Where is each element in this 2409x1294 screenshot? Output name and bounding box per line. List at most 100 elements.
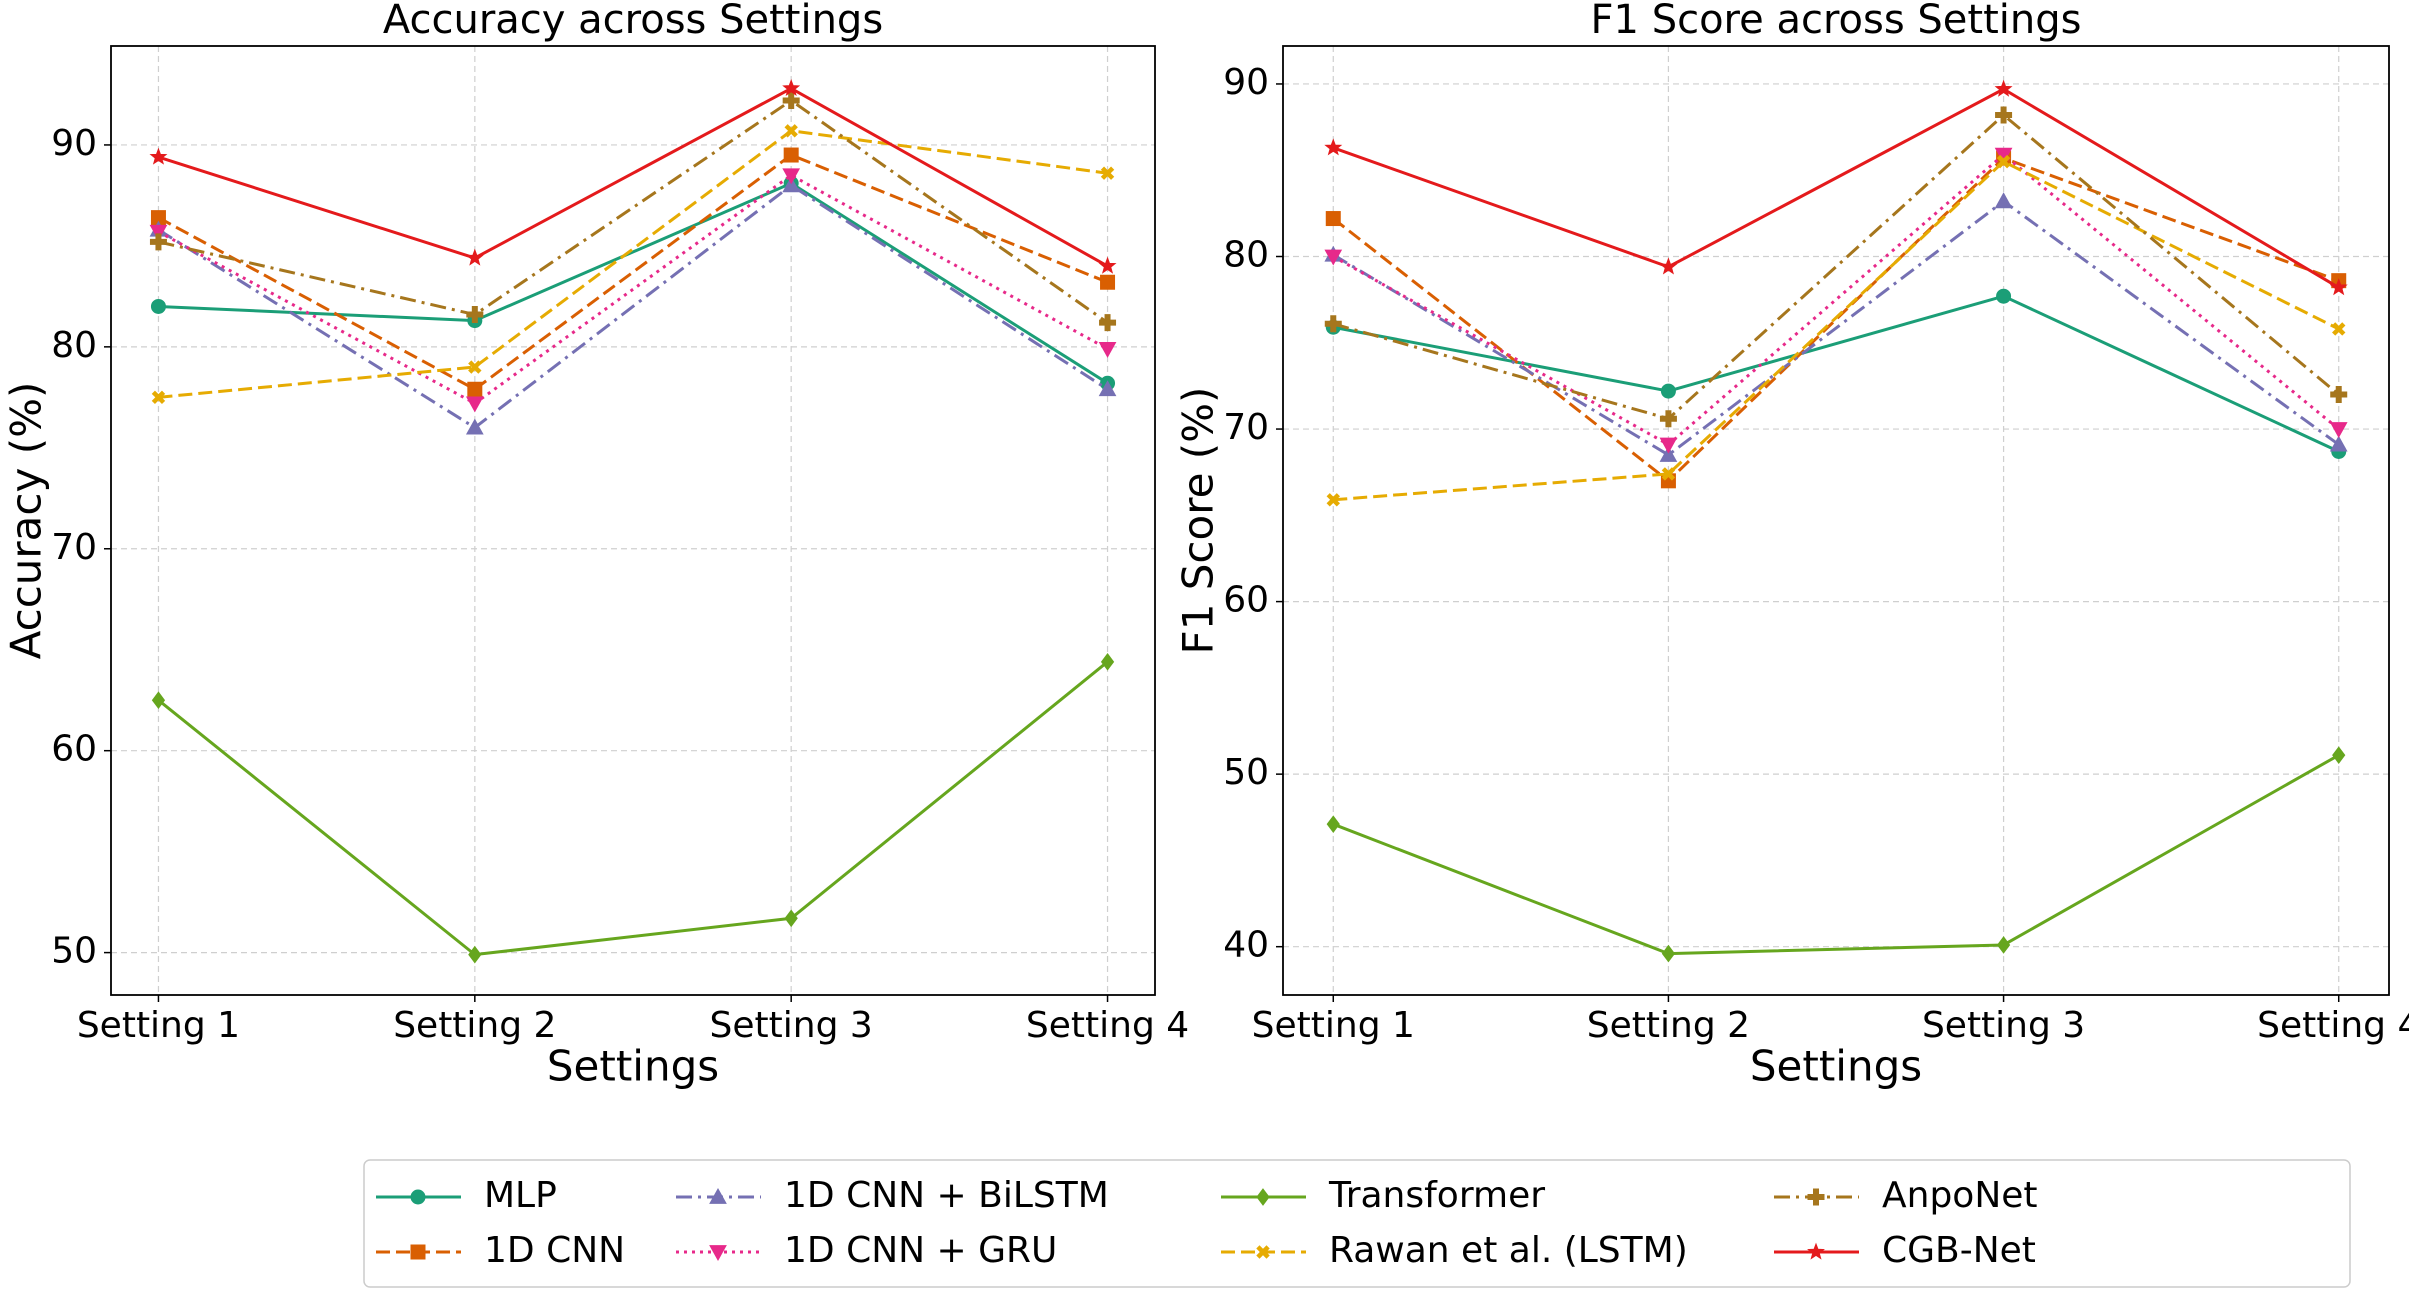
marker xyxy=(466,306,484,324)
line xyxy=(157,153,1109,392)
line xyxy=(158,98,1109,324)
series xyxy=(1332,113,2340,421)
legend-frame xyxy=(363,1159,2351,1288)
x-tick-label: Setting 2 xyxy=(1587,1005,1750,1046)
y-tick-label: 60 xyxy=(1223,580,1269,621)
series xyxy=(158,181,1109,385)
marker xyxy=(410,1244,426,1260)
marker xyxy=(1324,315,1342,333)
chart-title: F1 Score across Settings xyxy=(1591,0,2082,43)
marker xyxy=(784,909,798,928)
marker xyxy=(2330,386,2348,404)
x-tick-label: Setting 3 xyxy=(1922,1005,2085,1046)
y-tick-label: 80 xyxy=(51,325,97,366)
marker xyxy=(782,168,801,185)
axes-frame xyxy=(1282,45,2390,996)
x-axis-label: Settings xyxy=(547,1042,719,1091)
y-tick-label: 50 xyxy=(51,931,97,972)
marker xyxy=(1996,288,2012,304)
line xyxy=(1332,753,2340,956)
series xyxy=(157,660,1109,957)
axes-frame xyxy=(110,45,1156,996)
line xyxy=(1332,152,2340,447)
line xyxy=(157,173,1109,406)
marker xyxy=(1994,79,2013,97)
series xyxy=(1332,87,2340,289)
x-tick-label: Setting 3 xyxy=(710,1005,873,1046)
line xyxy=(1332,156,2340,483)
marker xyxy=(1098,341,1117,358)
legend-label: MLP xyxy=(484,1175,557,1216)
series xyxy=(1332,199,2340,457)
marker xyxy=(784,124,798,138)
y-tick-label: 60 xyxy=(51,729,97,770)
legend-label: 1D CNN xyxy=(484,1230,625,1271)
marker xyxy=(410,1189,426,1205)
series xyxy=(1332,753,2340,956)
line xyxy=(1332,113,2340,421)
y-tick-label: 70 xyxy=(1223,407,1269,448)
marker xyxy=(1099,314,1117,332)
line xyxy=(1332,87,2340,289)
marker xyxy=(151,390,166,405)
y-tick-label: 50 xyxy=(1223,752,1269,793)
marker xyxy=(150,298,166,314)
marker xyxy=(1098,380,1117,397)
marker xyxy=(1996,154,2011,169)
marker xyxy=(1660,383,1676,399)
legend-label: CGB-Net xyxy=(1882,1230,2036,1271)
y-axis-label: F1 Score (%) xyxy=(1174,387,1223,655)
marker xyxy=(2329,278,2348,296)
x-tick-label: Setting 4 xyxy=(1026,1005,1189,1046)
marker xyxy=(1324,249,1343,266)
marker xyxy=(1098,256,1117,274)
legend-label: Rawan et al. (LSTM) xyxy=(1329,1230,1688,1271)
series xyxy=(157,183,1109,430)
series xyxy=(1332,156,2340,483)
x-tick-label: Setting 4 xyxy=(2257,1005,2409,1046)
marker xyxy=(1256,1188,1270,1206)
marker xyxy=(1324,138,1343,156)
line xyxy=(157,183,1109,430)
legend-label: Transformer xyxy=(1328,1175,1545,1216)
series xyxy=(158,98,1109,324)
marker xyxy=(1995,106,2013,124)
series xyxy=(157,153,1109,392)
marker xyxy=(2332,746,2346,764)
marker xyxy=(1659,437,1678,454)
line xyxy=(157,86,1109,268)
marker xyxy=(465,396,484,413)
marker xyxy=(782,78,801,97)
marker xyxy=(1100,653,1115,671)
marker xyxy=(1996,936,2011,954)
legend-label: 1D CNN + GRU xyxy=(784,1230,1057,1271)
marker xyxy=(1659,410,1677,428)
legend-label: AnpoNet xyxy=(1882,1175,2038,1216)
x-axis-label: Settings xyxy=(1750,1042,1922,1091)
marker xyxy=(468,360,482,374)
y-tick-label: 90 xyxy=(1223,62,1269,103)
marker xyxy=(782,176,801,193)
y-tick-label: 90 xyxy=(51,123,97,164)
marker xyxy=(783,147,799,163)
marker xyxy=(149,147,168,165)
marker xyxy=(2329,422,2348,439)
line xyxy=(1332,294,2340,453)
marker xyxy=(468,945,482,964)
x-tick-label: Setting 2 xyxy=(393,1005,556,1046)
series xyxy=(1332,152,2340,447)
line xyxy=(158,181,1109,385)
line xyxy=(157,660,1109,957)
marker xyxy=(1661,467,1676,481)
x-tick-label: Setting 1 xyxy=(77,1005,240,1046)
marker xyxy=(465,248,484,266)
y-tick-label: 40 xyxy=(1223,925,1269,966)
y-axis-label: Accuracy (%) xyxy=(2,382,51,660)
series xyxy=(1332,294,2340,453)
series xyxy=(157,173,1109,406)
line xyxy=(1332,199,2340,457)
y-tick-label: 70 xyxy=(51,527,97,568)
marker xyxy=(2332,322,2346,336)
marker xyxy=(467,381,483,397)
